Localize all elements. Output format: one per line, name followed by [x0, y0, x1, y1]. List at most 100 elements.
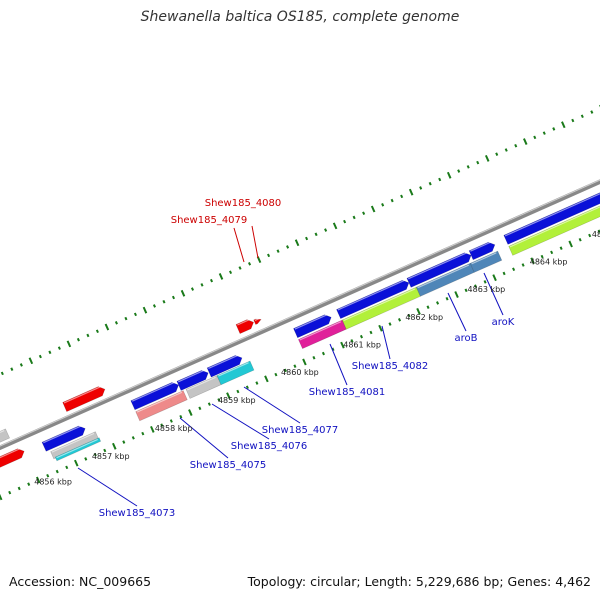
- rna-block-shine: [254, 318, 259, 322]
- outer-tick: [190, 287, 195, 291]
- cds-block: [41, 425, 86, 452]
- cds-block: [293, 314, 332, 339]
- outer-tick: [66, 340, 72, 348]
- inner-tick: [588, 233, 592, 238]
- inner-tick: [426, 305, 430, 309]
- inner-tick: [35, 476, 41, 484]
- inner-tick: [521, 263, 525, 267]
- outer-tick: [362, 211, 366, 215]
- gene-label-blue-callout: [179, 417, 229, 459]
- outer-tick: [152, 304, 156, 308]
- inner-tick: [198, 406, 202, 411]
- steel-block: [469, 250, 503, 273]
- gene-label-blue-callout: [329, 343, 348, 386]
- inner-tick: [436, 301, 440, 305]
- gene-label-blue-callout: [381, 325, 391, 360]
- inner-tick: [359, 334, 364, 339]
- lime-block-shine: [343, 288, 416, 322]
- cds-block: [206, 355, 243, 378]
- outer-tick: [76, 337, 80, 342]
- inner-tick: [312, 355, 316, 360]
- inner-tick: [179, 414, 183, 419]
- outer-tick: [229, 270, 233, 275]
- inner-tick: [293, 364, 297, 368]
- red-callout: [233, 227, 245, 263]
- outer-tick: [400, 194, 404, 199]
- inner-tick: [93, 452, 97, 457]
- kbp-tick-label: 4864 kbp: [530, 258, 568, 267]
- inner-tick: [445, 296, 449, 301]
- cds-block-shine: [208, 354, 239, 369]
- outer-tick: [142, 306, 148, 314]
- outer-tick: [209, 278, 214, 283]
- outer-tick: [580, 114, 584, 119]
- inner-tick: [245, 385, 249, 390]
- gene-label-blue-callout: [447, 292, 467, 332]
- outer-tick: [370, 205, 376, 213]
- outer-tick: [19, 363, 23, 367]
- inner-tick: [46, 474, 50, 478]
- outer-tick: [238, 266, 242, 270]
- inner-tick: [103, 448, 107, 453]
- inner-tick: [122, 440, 126, 444]
- inner-tick: [27, 482, 31, 486]
- topology-summary: Topology: circular; Length: 5,229,686 bp…: [247, 574, 591, 589]
- lime-block-shine: [509, 206, 600, 248]
- inner-tick: [578, 237, 582, 242]
- inner-tick: [559, 246, 563, 250]
- cds-block-shine: [43, 425, 83, 444]
- red-callout: [251, 225, 259, 259]
- cds-block: [503, 192, 600, 245]
- outer-tick: [124, 316, 128, 321]
- accession-text: Accession: NC_009665: [9, 574, 152, 589]
- rna-block-shine: [0, 447, 21, 459]
- inner-tick: [255, 381, 259, 385]
- outer-tick: [10, 367, 14, 371]
- inner-tick: [492, 274, 497, 282]
- cds-block-shine: [407, 251, 468, 280]
- outer-tick: [495, 152, 499, 156]
- inner-tick: [17, 486, 21, 491]
- outer-tick: [390, 198, 394, 203]
- gene-label-blue: Shew185_4073: [99, 508, 176, 519]
- salmon-block: [135, 390, 188, 422]
- inner-tick: [483, 280, 487, 284]
- kbp-tick-label: 4856 kbp: [34, 477, 72, 486]
- inner-tick: [502, 271, 506, 276]
- inner-tick: [141, 431, 145, 436]
- outer-tick: [381, 203, 385, 207]
- outer-tick: [314, 232, 318, 237]
- cds-block: [130, 382, 179, 411]
- outer-tick: [248, 262, 252, 266]
- kbp-tick-label: 4857 kbp: [92, 452, 130, 461]
- cds-block: [336, 279, 410, 319]
- gene-label-blue: Shew185_4077: [262, 425, 339, 436]
- cyan-block-shine: [218, 362, 249, 377]
- gene-label-red: Shew185_4080: [205, 198, 282, 209]
- gene-label-blue: Shew185_4076: [231, 441, 308, 452]
- outer-tick: [57, 346, 61, 350]
- outer-tick: [484, 155, 490, 162]
- inner-tick: [188, 409, 193, 416]
- rna-block: [0, 448, 25, 468]
- rna-block: [62, 386, 106, 412]
- inner-tick: [454, 291, 459, 298]
- inner-tick: [568, 240, 573, 248]
- kbp-tick-label: 4865 kbp: [592, 230, 600, 239]
- outer-tick: [476, 160, 480, 165]
- outer-tick: [133, 312, 137, 317]
- inner-tick: [550, 250, 554, 255]
- outer-tick: [200, 283, 204, 287]
- outer-tick: [343, 219, 347, 224]
- gene-label-blue-callout: [77, 467, 138, 507]
- outer-tick: [408, 188, 414, 196]
- grey-block-shine: [187, 376, 216, 391]
- outer-tick: [0, 371, 4, 376]
- grey-block: [0, 428, 10, 443]
- gene-label-blue: Shew185_4081: [309, 387, 386, 398]
- outer-tick: [104, 323, 110, 331]
- outer-tick: [571, 118, 575, 123]
- gene-label-blue: aroB: [455, 333, 478, 344]
- kbp-tick-label: 4858 kbp: [155, 424, 193, 433]
